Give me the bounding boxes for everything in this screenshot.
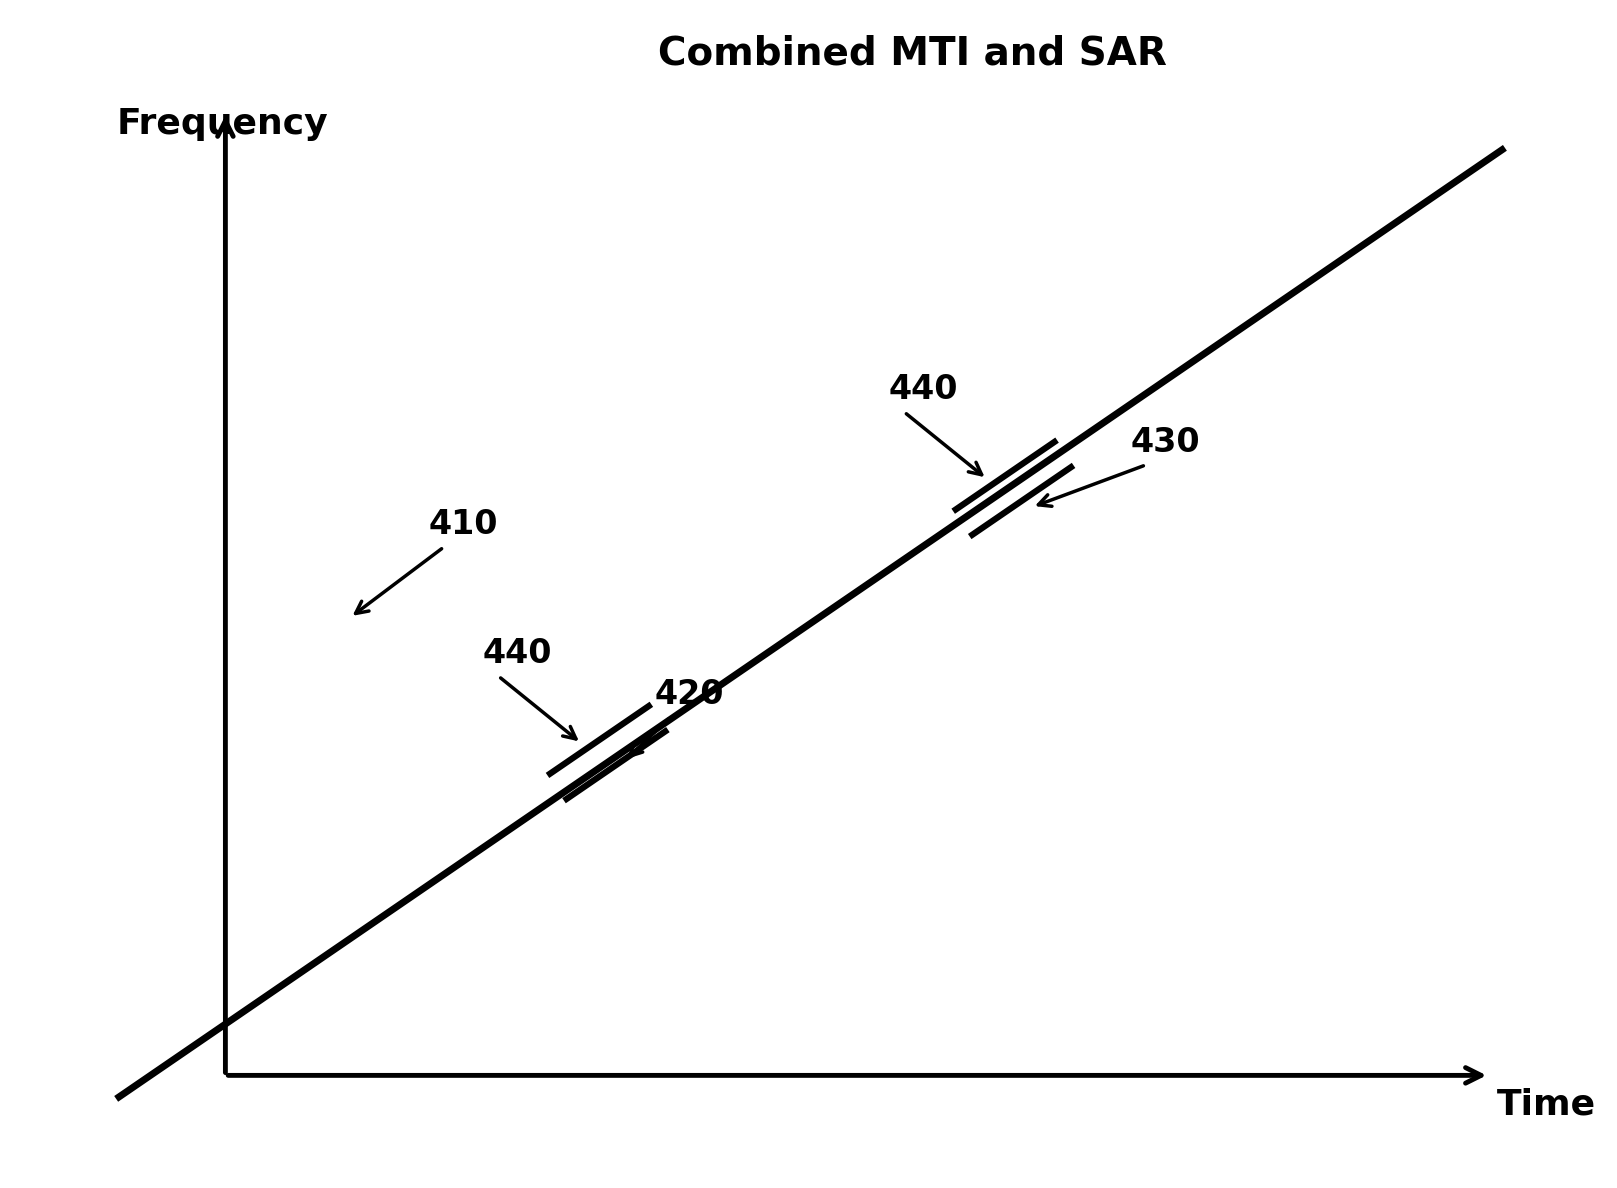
Text: 410: 410	[429, 508, 498, 542]
Text: Frequency: Frequency	[116, 107, 328, 141]
Text: Time: Time	[1497, 1088, 1596, 1121]
Text: Combined MTI and SAR: Combined MTI and SAR	[658, 34, 1166, 72]
Text: 440: 440	[889, 373, 957, 406]
Text: 430: 430	[1130, 426, 1200, 459]
Text: 420: 420	[655, 678, 724, 712]
Text: 440: 440	[483, 637, 553, 670]
